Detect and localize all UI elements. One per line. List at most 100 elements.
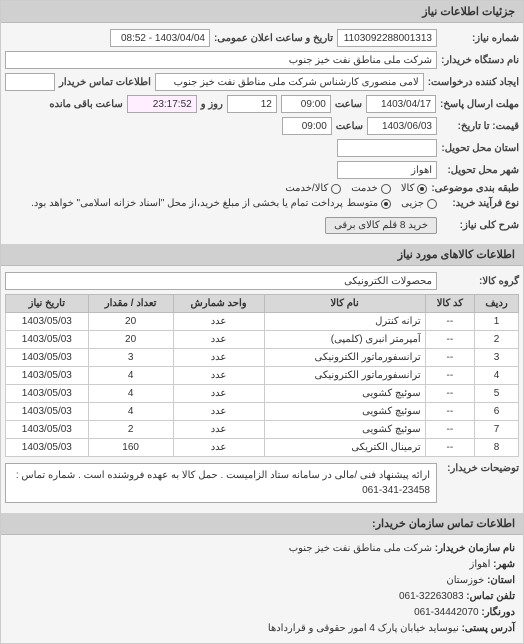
table-row: 8--ترمینال الکتریکیعدد1601403/05/03: [6, 439, 519, 457]
table-cell: ترانسفورماتور الکترونیکی: [264, 349, 425, 367]
contact-org: شرکت ملی مناطق نفت خیز جنوب: [289, 543, 432, 554]
table-cell: ترانه کنترل: [264, 313, 425, 331]
table-cell: 2: [475, 331, 519, 349]
contract-type-label: نوع فرآیند خرید:: [441, 198, 519, 209]
table-cell: 20: [88, 331, 173, 349]
request-no-field: 1103092288001313: [337, 29, 437, 47]
reply-remain-word: ساعت باقی مانده: [49, 99, 122, 110]
buyer-contact-label: اطلاعات تماس خریدار: [59, 77, 151, 88]
table-cell: 6: [475, 403, 519, 421]
table-cell: --: [425, 385, 474, 403]
packaging-option-2[interactable]: کالا/خدمت: [285, 183, 341, 194]
col-code: کد کالا: [425, 295, 474, 313]
packaging-option-0-label: کالا: [401, 183, 415, 194]
requester-label: ایجاد کننده درخواست:: [428, 77, 519, 88]
packaging-option-0[interactable]: کالا: [401, 183, 428, 194]
contact-city: اهواز: [470, 559, 491, 570]
main-desc-button[interactable]: خرید 8 قلم کالای برقی: [325, 217, 437, 234]
table-cell: --: [425, 331, 474, 349]
table-cell: ترانسفورماتور الکترونیکی: [264, 367, 425, 385]
buyer-org-field: شرکت ملی مناطق نفت خیز جنوب: [5, 51, 437, 69]
requester-field: لامی منصوری کارشناس شرکت ملی مناطق نفت خ…: [155, 73, 424, 91]
table-cell: سوئیچ کشویی: [264, 421, 425, 439]
table-cell: عدد: [173, 403, 264, 421]
table-cell: 20: [88, 313, 173, 331]
table-cell: 3: [88, 349, 173, 367]
reply-deadline-time: 09:00: [281, 95, 331, 113]
table-cell: سوئیچ کشویی: [264, 385, 425, 403]
packaging-option-2-label: کالا/خدمت: [285, 183, 328, 194]
table-cell: عدد: [173, 367, 264, 385]
radio-icon: [381, 184, 391, 194]
table-cell: 4: [88, 403, 173, 421]
validity-date: 1403/06/03: [367, 117, 437, 135]
delivery-city-label: شهر محل تحویل:: [441, 165, 519, 176]
validity-label: قیمت: تا تاریخ:: [441, 121, 519, 132]
form-area: شماره نیاز: 1103092288001313 تاریخ و ساع…: [1, 23, 523, 244]
packaging-option-1-label: خدمت: [351, 183, 378, 194]
table-row: 3--ترانسفورماتور الکترونیکیعدد31403/05/0…: [6, 349, 519, 367]
table-cell: 1403/05/03: [6, 367, 89, 385]
table-cell: 1403/05/03: [6, 403, 89, 421]
validity-time: 09:00: [282, 117, 332, 135]
col-qty: تعداد / مقدار: [88, 295, 173, 313]
table-row: 5--سوئیچ کشوییعدد41403/05/03: [6, 385, 519, 403]
contact-address: نیوساید خیابان پارک 4 امور حقوقی و قرارد…: [268, 623, 459, 634]
buyer-note-label: توضیحات خریدار:: [441, 463, 519, 474]
contact-fax: 34442070-061: [414, 607, 479, 618]
contract-option-0[interactable]: جزیی: [401, 198, 437, 209]
contract-option-0-label: جزیی: [401, 198, 424, 209]
buyer-contact-field: [5, 73, 55, 91]
table-cell: عدد: [173, 331, 264, 349]
table-cell: 1: [475, 313, 519, 331]
group-label: گروه کالا:: [441, 276, 519, 287]
contact-block: نام سازمان خریدار: شرکت ملی مناطق نفت خی…: [1, 535, 523, 643]
table-cell: عدد: [173, 439, 264, 457]
col-date: تاریخ نیاز: [6, 295, 89, 313]
radio-icon: [427, 199, 437, 209]
main-panel: جزئیات اطلاعات نیاز شماره نیاز: 11030922…: [0, 0, 524, 644]
table-cell: 1403/05/03: [6, 421, 89, 439]
items-table: ردیف کد کالا نام کالا واحد شمارش تعداد /…: [5, 294, 519, 457]
main-desc-label: شرح کلی نیاز:: [441, 220, 519, 231]
col-index: ردیف: [475, 295, 519, 313]
contact-header: اطلاعات تماس سازمان خریدار:: [1, 513, 523, 535]
buyer-org-label: نام دستگاه خریدار:: [441, 55, 519, 66]
table-cell: عدد: [173, 421, 264, 439]
request-no-label: شماره نیاز:: [441, 33, 519, 44]
group-field: محصولات الکترونیکی: [5, 272, 437, 290]
table-cell: 7: [475, 421, 519, 439]
table-cell: 1403/05/03: [6, 313, 89, 331]
table-cell: 1403/05/03: [6, 385, 89, 403]
contact-city-label: شهر:: [493, 559, 515, 570]
contact-address-label: آدرس پستی:: [462, 623, 515, 634]
delivery-province-label: استان محل تحویل:: [441, 143, 519, 154]
col-unit: واحد شمارش: [173, 295, 264, 313]
contract-option-1-label: متوسط: [347, 198, 378, 209]
reply-deadline-label: مهلت ارسال پاسخ:: [440, 99, 519, 110]
delivery-province-field: [337, 139, 437, 157]
validity-time-label: ساعت: [336, 121, 363, 132]
reply-days: 12: [227, 95, 277, 113]
table-cell: --: [425, 367, 474, 385]
table-row: 4--ترانسفورماتور الکترونیکیعدد41403/05/0…: [6, 367, 519, 385]
table-cell: --: [425, 349, 474, 367]
contact-province-label: استان:: [487, 575, 515, 586]
col-name: نام کالا: [264, 295, 425, 313]
table-cell: 8: [475, 439, 519, 457]
table-cell: 3: [475, 349, 519, 367]
table-cell: 1403/05/03: [6, 331, 89, 349]
table-cell: 4: [475, 367, 519, 385]
table-cell: 4: [88, 385, 173, 403]
table-cell: 2: [88, 421, 173, 439]
table-cell: آمپرمتر انبری (کلمپی): [264, 331, 425, 349]
table-cell: 4: [88, 367, 173, 385]
contract-note: پرداخت تمام یا بخشی از مبلغ خرید،از محل …: [31, 198, 343, 209]
table-cell: --: [425, 421, 474, 439]
table-cell: ترمینال الکتریکی: [264, 439, 425, 457]
table-cell: عدد: [173, 313, 264, 331]
contract-option-1[interactable]: متوسط: [347, 198, 391, 209]
table-cell: عدد: [173, 385, 264, 403]
packaging-option-1[interactable]: خدمت: [351, 183, 391, 194]
packaging-radio-group: کالا خدمت کالا/خدمت: [285, 183, 427, 194]
